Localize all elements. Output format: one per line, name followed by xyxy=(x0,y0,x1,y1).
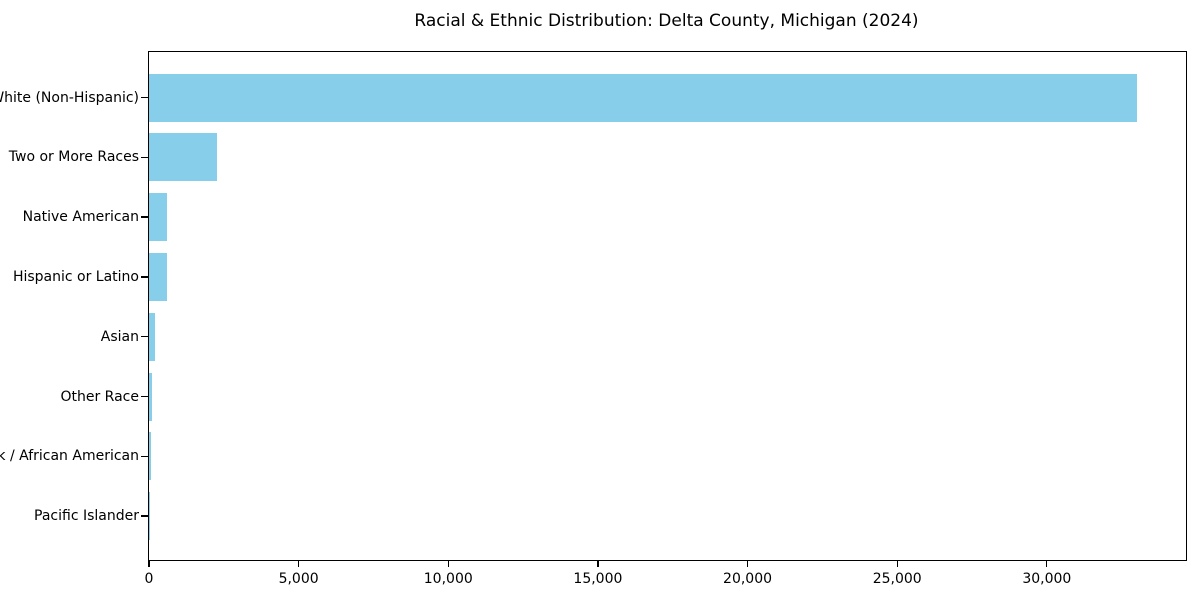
y-axis-category-label: Asian xyxy=(100,328,139,345)
y-axis-category-label: Other Race xyxy=(60,388,139,405)
bar-hispanic-or-latino xyxy=(149,252,167,301)
x-tick-mark xyxy=(1046,560,1048,567)
x-axis-tick-label: 30,000 xyxy=(1022,571,1072,587)
y-axis-category-label: Black / African American xyxy=(0,448,139,465)
y-axis-category-label: Hispanic or Latino xyxy=(12,268,139,285)
bar-black-african-american xyxy=(149,432,152,481)
bar-white-non-hispanic xyxy=(149,73,1137,122)
x-axis-tick-label: 5,000 xyxy=(278,571,319,587)
y-tick-mark xyxy=(140,395,148,398)
y-tick-mark xyxy=(140,276,148,278)
y-tick-mark xyxy=(140,96,148,99)
x-tick-mark xyxy=(746,560,749,567)
x-axis-tick-label: 0 xyxy=(144,571,154,587)
y-tick-mark xyxy=(140,455,148,457)
x-axis-tick-label: 15,000 xyxy=(573,571,623,587)
x-axis-tick-label: 10,000 xyxy=(423,571,473,587)
x-tick-mark xyxy=(597,560,599,567)
x-axis-tick-label: 20,000 xyxy=(723,571,773,587)
x-tick-mark xyxy=(896,560,898,567)
x-tick-mark xyxy=(148,560,150,567)
y-tick-mark xyxy=(140,156,148,158)
y-axis-category-label: White (Non-Hispanic) xyxy=(0,89,139,106)
x-tick-mark xyxy=(297,560,300,567)
y-axis-category-label: Native American xyxy=(22,209,139,226)
x-tick-mark xyxy=(447,560,449,567)
y-axis-category-label: Pacific Islander xyxy=(34,508,139,525)
chart-title: Racial & Ethnic Distribution: Delta Coun… xyxy=(414,11,919,31)
bar-other-race xyxy=(149,372,152,421)
y-tick-mark xyxy=(140,336,148,338)
x-axis-tick-label: 25,000 xyxy=(872,571,922,587)
y-tick-mark xyxy=(140,216,148,218)
bar-native-american xyxy=(149,193,168,242)
y-axis-category-label: Two or More Races xyxy=(8,149,139,166)
bar-asian xyxy=(149,312,156,361)
y-tick-mark xyxy=(140,515,148,517)
bar-two-or-more-races xyxy=(149,133,217,182)
plot-area: White (Non-Hispanic) Two or More Races Nat… xyxy=(0,51,1187,587)
